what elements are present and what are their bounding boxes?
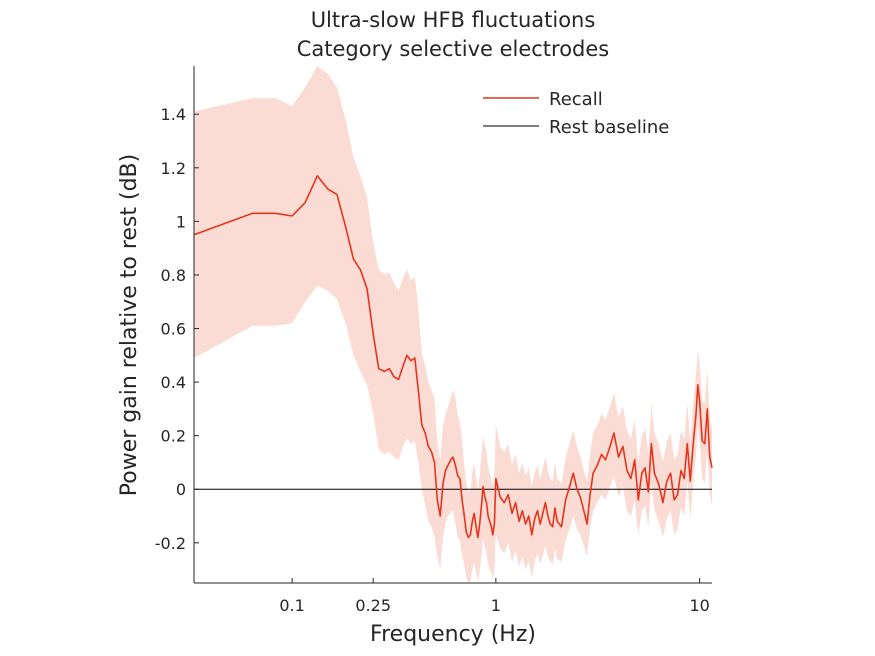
y-tick-label: 0.2 xyxy=(161,427,186,446)
y-tick-label: 0.4 xyxy=(161,373,186,392)
x-axis-label: Frequency (Hz) xyxy=(370,622,536,647)
y-tick-label: 0.6 xyxy=(161,320,186,339)
chart-title-line-2: Category selective electrodes xyxy=(297,37,610,61)
y-tick-label: 1.4 xyxy=(161,105,186,124)
axes: -0.2 0 0.2 0.4 0.6 0.8 1 1.2 1.4 0.1 0.25 1 10 xyxy=(155,66,712,615)
legend-recall-label: Recall xyxy=(549,89,603,110)
y-tick-label: 1.2 xyxy=(161,159,186,178)
y-tick-label: -0.2 xyxy=(155,534,186,553)
plot-area xyxy=(193,66,713,583)
y-tick-label: 1 xyxy=(176,212,186,231)
x-axis-ticks: 0.1 0.25 1 10 xyxy=(279,578,710,615)
y-axis-label: Power gain relative to rest (dB) xyxy=(117,154,142,496)
chart-title: Ultra-slow HFB fluctuations Category sel… xyxy=(297,8,610,61)
confidence-band-layer xyxy=(194,66,712,583)
x-tick-label: 1 xyxy=(491,596,501,615)
recall-confidence-band xyxy=(194,66,712,583)
x-tick-label: 0.25 xyxy=(355,596,391,615)
x-tick-label: 0.1 xyxy=(279,596,304,615)
y-tick-label: 0 xyxy=(176,480,186,499)
y-tick-label: 0.8 xyxy=(161,266,186,285)
legend: Recall Rest baseline xyxy=(483,89,669,138)
chart-title-line-1: Ultra-slow HFB fluctuations xyxy=(311,8,596,32)
recall-series-line xyxy=(193,175,713,539)
legend-baseline-label: Rest baseline xyxy=(549,117,669,138)
y-axis-ticks: -0.2 0 0.2 0.4 0.6 0.8 1 1.2 1.4 xyxy=(155,105,199,553)
x-tick-label: 10 xyxy=(689,596,709,615)
recall-series-layer xyxy=(193,175,713,539)
